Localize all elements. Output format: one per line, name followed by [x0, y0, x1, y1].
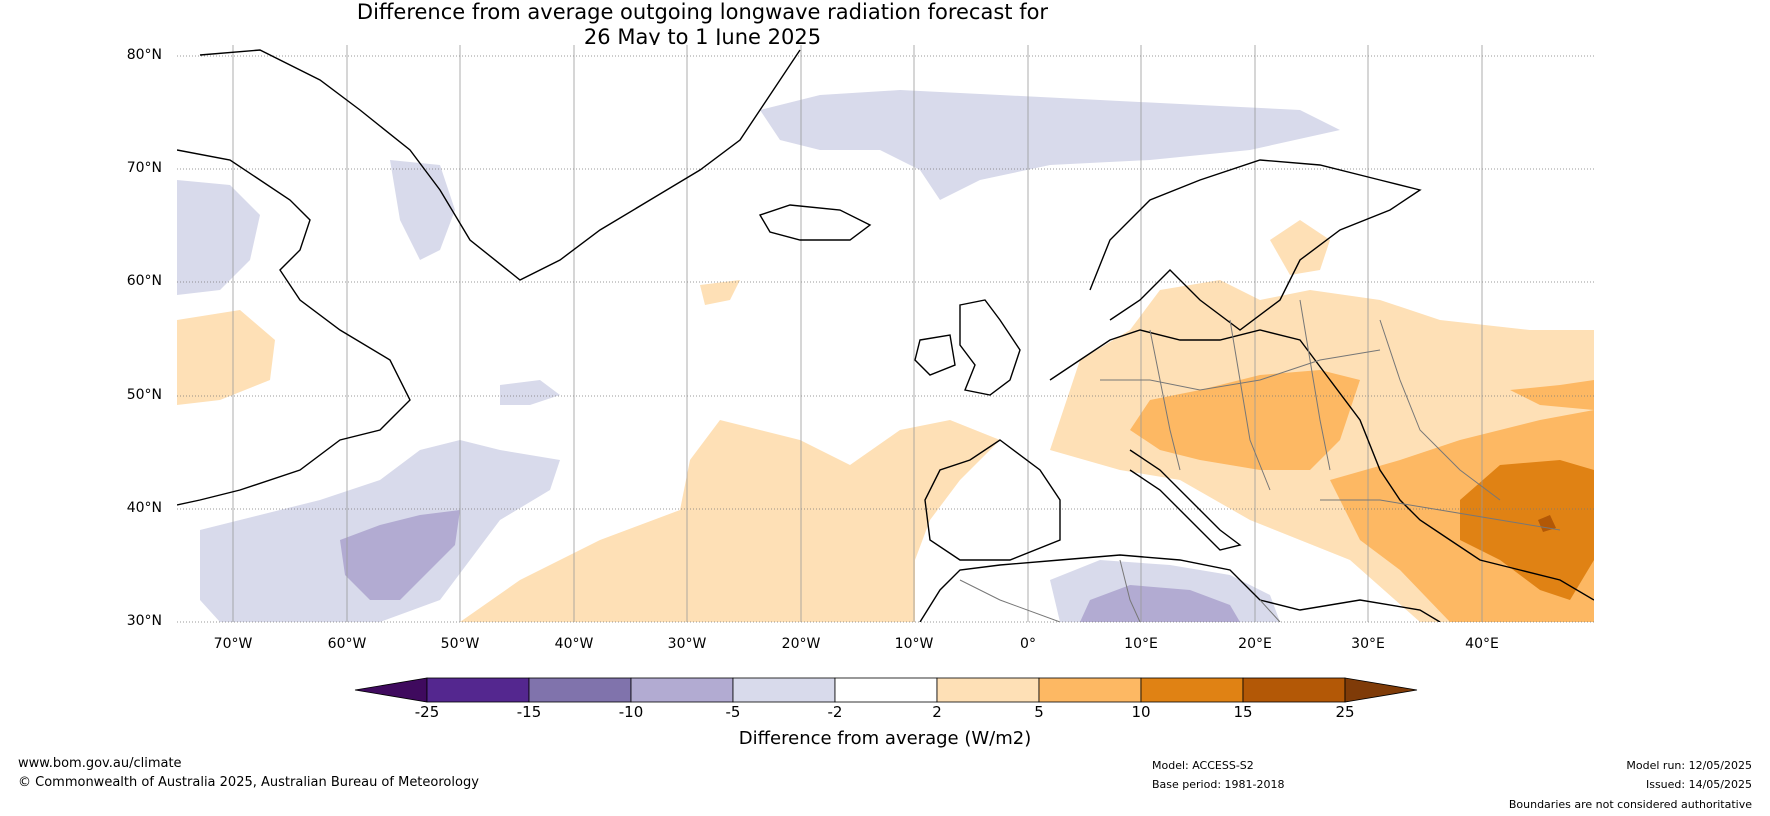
lat-label-30n: 30°N: [126, 613, 162, 629]
colorbar-tick-label: -25: [414, 703, 440, 721]
model-text: Model: ACCESS-S2: [1152, 759, 1254, 772]
anomaly-region: [1130, 370, 1360, 470]
coastline-scandinavia: [1089, 159, 1422, 331]
coastline-ireland: [914, 334, 956, 376]
lon-label-50w: 50°W: [440, 636, 480, 652]
model-run-text: Model run: 12/05/2025: [1626, 759, 1752, 772]
title-line-1: Difference from average outgoing longwav…: [356, 0, 1049, 24]
boundary: [1259, 599, 1281, 622]
colorbar-bin: [528, 677, 632, 703]
colorbar-bin: [732, 677, 836, 703]
colorbar-bin: [1140, 677, 1244, 703]
boundary: [1299, 299, 1331, 471]
coastline-britain: [959, 299, 1021, 396]
lon-label-20w: 20°W: [781, 636, 821, 652]
lon-label-40e: 40°E: [1465, 636, 1499, 652]
lat-label-60n: 60°N: [126, 273, 162, 289]
country-boundaries: [959, 299, 1561, 622]
coastlines: [177, 49, 1594, 622]
anomaly-region: [1270, 220, 1330, 275]
colorbar-tick-label: -15: [516, 703, 542, 721]
colorbar-bin: [834, 677, 938, 703]
colorbar-bin: [1242, 677, 1346, 703]
lon-label-30w: 30°W: [667, 636, 707, 652]
colorbar-bin: [426, 677, 530, 703]
anomaly-region: [1080, 585, 1240, 622]
coastline-greenland: [199, 49, 801, 281]
longitude-gridlines: [232, 45, 1483, 622]
colorbar-bin: [936, 677, 1040, 703]
boundary: [1320, 499, 1561, 531]
colorbar-extend-high: [1344, 677, 1418, 703]
colorbar-tick-label: -2: [827, 703, 843, 721]
lon-label-70w: 70°W: [213, 636, 253, 652]
anomaly-region: [1510, 380, 1594, 410]
anomaly-region: [177, 310, 275, 405]
colorbar-bin: [630, 677, 734, 703]
boundary: [1379, 319, 1501, 501]
boundary: [1119, 559, 1141, 622]
disclaimer-text: Boundaries are not considered authoritat…: [1508, 798, 1752, 811]
coastline-iceland: [758, 204, 872, 241]
anomaly-region: [700, 280, 740, 305]
lat-label-40n: 40°N: [126, 500, 162, 516]
colorbar-tick-label: 10: [1131, 703, 1151, 721]
lon-label-0: 0°: [1020, 636, 1036, 652]
base-period-text: Base period: 1981-2018: [1152, 778, 1285, 791]
anomaly-region: [340, 510, 460, 600]
lon-label-40w: 40°W: [554, 636, 594, 652]
boundary: [1100, 349, 1381, 391]
coastline-italy: [1129, 449, 1242, 551]
anomaly-region: [390, 160, 455, 260]
anomaly-region: [760, 90, 1340, 200]
anomaly-region: [1538, 515, 1556, 532]
lon-label-10w: 10°W: [894, 636, 934, 652]
colorbar-bin: [1038, 677, 1142, 703]
lon-label-20e: 20°E: [1238, 636, 1272, 652]
colorbar-tick-label: 15: [1233, 703, 1253, 721]
coastline-canada: [177, 149, 411, 506]
lon-label-30e: 30°E: [1351, 636, 1385, 652]
website-text: www.bom.gov.au/climate: [18, 756, 182, 771]
colorbar: [354, 677, 1418, 703]
coastline-iberia: [924, 439, 1061, 561]
lat-label-80n: 80°N: [126, 47, 162, 63]
colorbar-extend-low: [354, 677, 428, 703]
lat-label-50n: 50°N: [126, 387, 162, 403]
colorbar-title: Difference from average (W/m2): [738, 728, 1032, 749]
coastline-europe: [1049, 329, 1594, 601]
anomaly-shading: [177, 45, 1594, 622]
anomaly-region: [177, 180, 260, 295]
coastline-africa: [919, 554, 1441, 622]
boundary: [1149, 329, 1181, 471]
boundary: [959, 579, 1061, 622]
lon-label-10e: 10°E: [1124, 636, 1158, 652]
boundary: [1229, 319, 1271, 491]
colorbar-tick-label: -10: [618, 703, 644, 721]
colorbar-tick-label: 5: [1034, 703, 1044, 721]
latitude-gridlines: [177, 55, 1594, 623]
colorbar-tick-label: 25: [1335, 703, 1355, 721]
colorbar-tick-label: -5: [725, 703, 741, 721]
colorbar-tick-label: 2: [932, 703, 942, 721]
copyright-text: © Commonwealth of Australia 2025, Austra…: [18, 775, 479, 790]
chart-title: Difference from average outgoing longwav…: [0, 0, 1405, 50]
lon-label-60w: 60°W: [327, 636, 367, 652]
issued-text: Issued: 14/05/2025: [1645, 778, 1752, 791]
anomaly-region: [460, 420, 1000, 622]
lat-label-70n: 70°N: [126, 160, 162, 176]
anomaly-region: [500, 380, 560, 405]
